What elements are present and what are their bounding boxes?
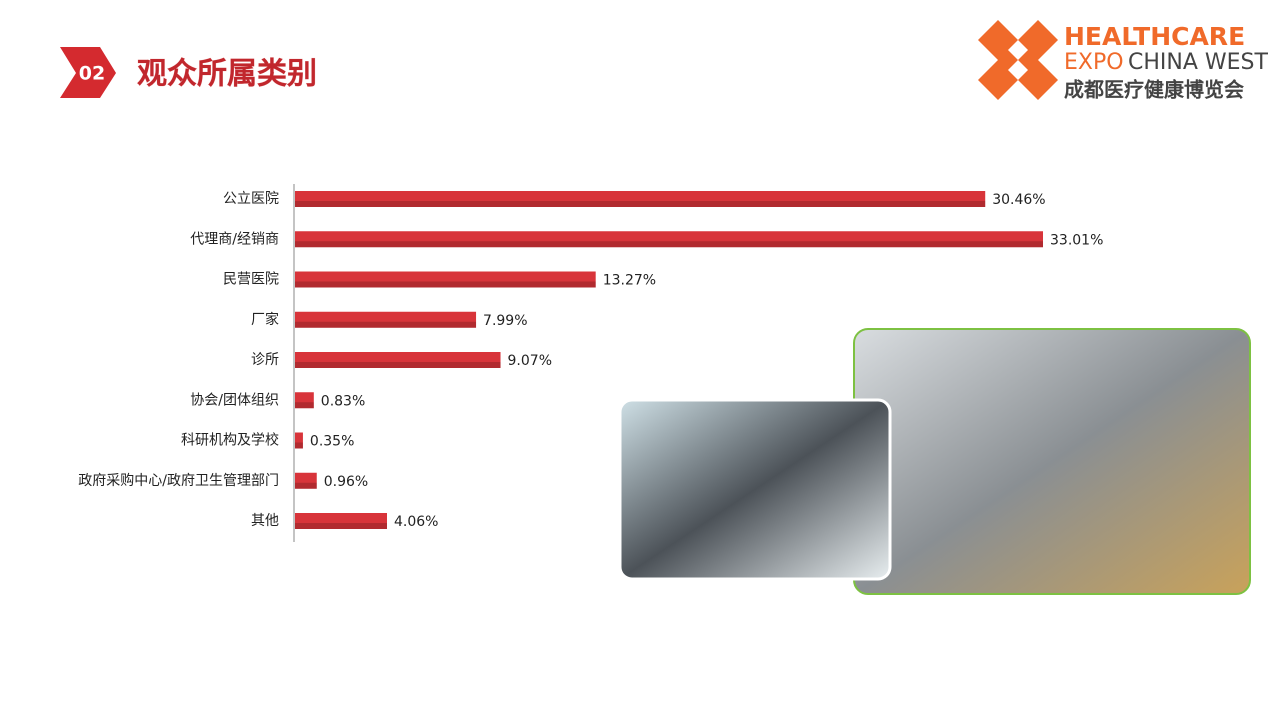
category-label: 其他: [251, 513, 279, 529]
bar-shade: [295, 241, 1043, 248]
value-label: 13.27%: [603, 273, 656, 289]
value-label: 4.06%: [394, 514, 438, 530]
category-label: 政府采购中心/政府卫生管理部门: [78, 473, 279, 489]
bar: [295, 472, 317, 489]
bar-shade: [295, 523, 387, 529]
category-label: 协会/团体组织: [190, 392, 279, 408]
logo-brand: HEALTHCARE: [1064, 22, 1245, 51]
bar: [295, 513, 387, 529]
bar: [295, 392, 314, 409]
category-label: 代理商/经销商: [190, 231, 279, 247]
bar-shade: [295, 362, 501, 368]
bar-chart: 公立医院 30.46% 代理商/经销商 33.01% 民营医院 13.27% 厂家 7.99%…: [78, 184, 1103, 542]
bar: [295, 231, 1043, 248]
value-label: 9.07%: [508, 353, 552, 369]
bar-shade: [295, 402, 314, 409]
category-label: 科研机构及学校: [181, 432, 279, 449]
bar: [295, 271, 596, 288]
bar: [295, 352, 501, 368]
photo-crowd: [853, 328, 1251, 595]
category-label: 厂家: [251, 311, 279, 328]
value-label: 7.99%: [483, 313, 527, 329]
header-badge: [60, 47, 116, 98]
category-label: 诊所: [251, 352, 279, 368]
bar-shade: [295, 482, 317, 489]
logo-mark: [978, 20, 1058, 100]
bar-shade: [295, 442, 303, 449]
logo-chinese: 成都医疗健康博览会: [1064, 78, 1244, 102]
logo-expo: EXPO: [1064, 50, 1124, 75]
bar-shade: [295, 201, 986, 207]
value-label: 30.46%: [992, 192, 1045, 208]
value-label: 0.96%: [324, 474, 368, 490]
category-label: 公立医院: [223, 191, 279, 207]
bar: [295, 191, 986, 207]
header-number: 02: [79, 63, 105, 85]
logo-region: CHINA WEST: [1128, 50, 1269, 75]
header-title: 观众所属类别: [137, 57, 317, 92]
category-label: 民营医院: [223, 272, 279, 288]
value-label: 0.83%: [321, 393, 365, 409]
value-label: 0.35%: [310, 434, 354, 450]
bar-shade: [295, 321, 477, 328]
bar: [295, 432, 303, 449]
bar-shade: [295, 281, 596, 288]
value-label: 33.01%: [1050, 232, 1103, 248]
photo-booth: [618, 398, 892, 581]
bar: [295, 311, 477, 328]
